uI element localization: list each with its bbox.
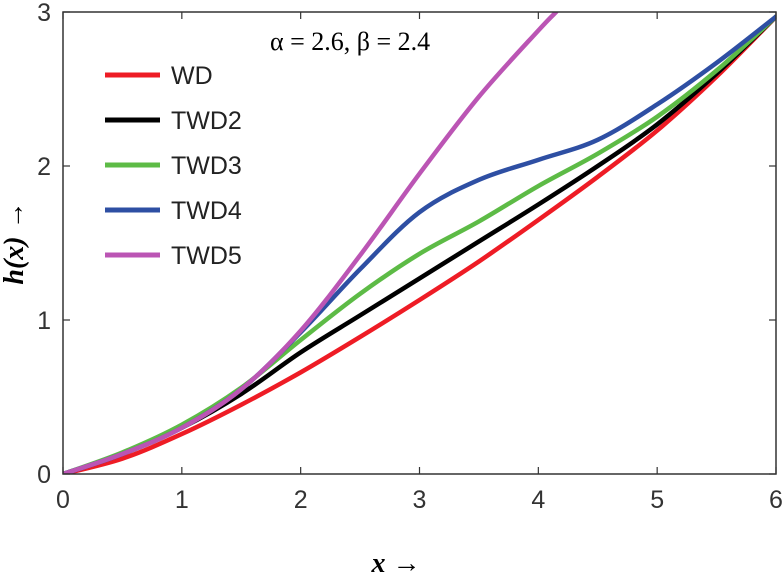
y-tick-label: 1 bbox=[37, 307, 51, 335]
x-tick-label: 1 bbox=[175, 486, 189, 514]
series-line-twd5 bbox=[63, 12, 559, 474]
legend-label: WD bbox=[171, 62, 213, 90]
legend: WD TWD2 TWD3 TWD4 TWD5 bbox=[105, 62, 242, 270]
x-axis-label: x → bbox=[371, 548, 421, 575]
y-tick-label: 2 bbox=[37, 153, 51, 181]
x-tick-label: 3 bbox=[413, 486, 427, 514]
x-tick-label: 5 bbox=[650, 486, 664, 514]
parameter-annotation: α = 2.6, β = 2.4 bbox=[270, 27, 430, 56]
series-line-twd2 bbox=[63, 14, 776, 474]
y-tick-label: 0 bbox=[37, 461, 51, 489]
series-line-wd bbox=[63, 14, 776, 474]
x-tick-label: 6 bbox=[769, 486, 782, 514]
x-tick-label: 0 bbox=[56, 486, 70, 514]
legend-label: TWD2 bbox=[171, 107, 242, 135]
legend-label: TWD3 bbox=[171, 152, 242, 180]
series-line-twd3 bbox=[63, 14, 776, 474]
y-tick-label: 3 bbox=[37, 0, 51, 27]
x-tick-label: 2 bbox=[294, 486, 308, 514]
x-tick-label: 4 bbox=[531, 486, 545, 514]
legend-label: TWD4 bbox=[171, 197, 242, 225]
plot-frame bbox=[62, 11, 777, 475]
legend-label: TWD5 bbox=[171, 242, 242, 270]
y-axis-label: h(x) → bbox=[0, 201, 30, 284]
series-line-twd4 bbox=[63, 14, 776, 474]
